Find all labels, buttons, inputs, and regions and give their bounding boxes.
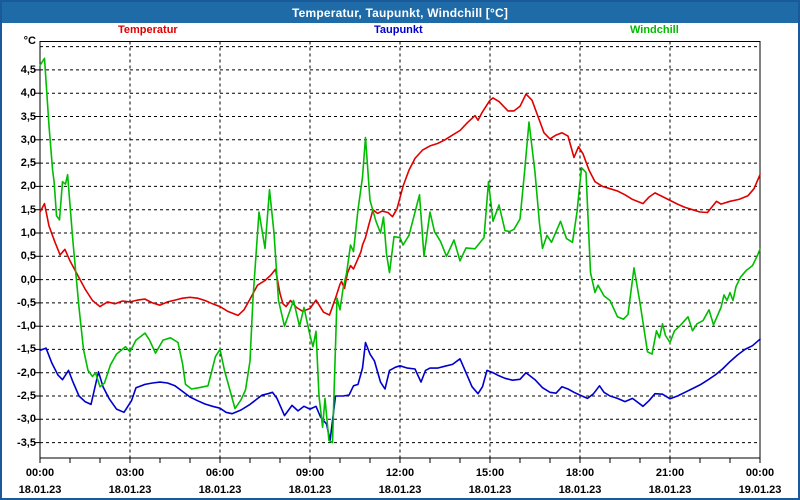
- legend-item-taupunkt: Taupunkt: [374, 24, 423, 36]
- window-titlebar: Temperatur, Taupunkt, Windchill [°C]: [2, 2, 798, 23]
- legend-item-windchill: Windchill: [630, 24, 679, 36]
- series-windchill-line: [39, 57, 761, 444]
- series-taupunkt-line: [39, 338, 761, 442]
- legend-item-temperatur: Temperatur: [118, 24, 178, 36]
- window-title: Temperatur, Taupunkt, Windchill [°C]: [291, 5, 509, 20]
- chart-legend: Temperatur Taupunkt Windchill: [0, 24, 800, 39]
- series-temperatur-line: [39, 93, 761, 317]
